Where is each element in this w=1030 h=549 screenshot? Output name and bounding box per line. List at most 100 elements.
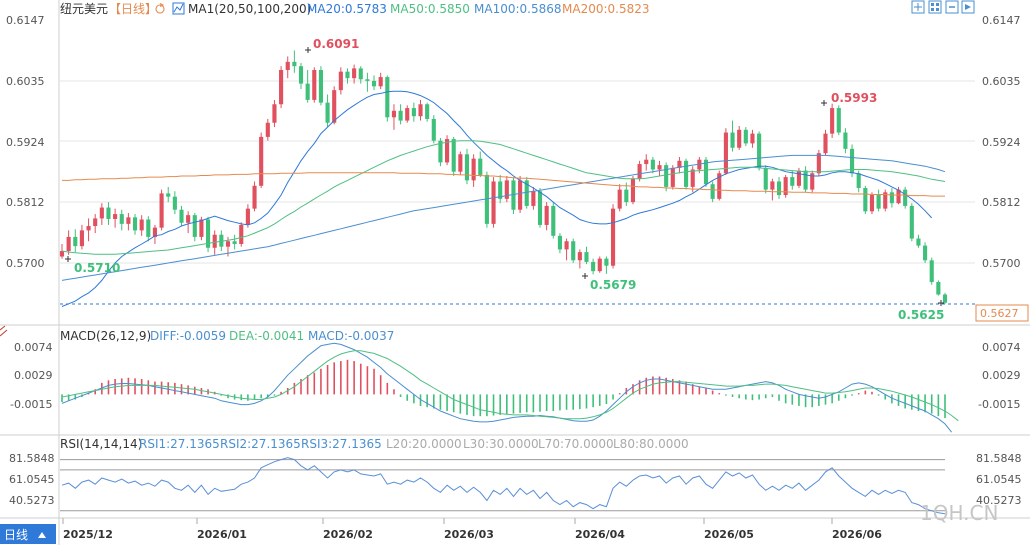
candlestick: [737, 126, 742, 150]
candlestick: [637, 160, 642, 182]
candle-body: [929, 260, 934, 283]
candle-body: [352, 68, 357, 79]
candle-body: [750, 133, 755, 144]
candle-body: [637, 164, 642, 179]
candlestick: [352, 64, 357, 84]
candlestick: [863, 185, 868, 215]
period-label[interactable]: 【日线】: [109, 2, 157, 16]
grid-icon[interactable]: [928, 0, 942, 14]
candle-body: [903, 189, 908, 206]
indicator-icon[interactable]: [172, 2, 185, 15]
ma50-value: MA50:0.5850: [390, 2, 470, 16]
candlestick: [292, 50, 297, 73]
candle-body: [59, 251, 65, 257]
candlestick: [909, 203, 914, 242]
macd-tick-right: 0.0074: [982, 341, 1021, 354]
candle-body: [796, 170, 801, 186]
x-tick-label: 2026/06: [832, 528, 882, 541]
rsi-title[interactable]: RSI(14,14,14): [60, 437, 142, 451]
candlestick: [232, 234, 237, 250]
candlestick: [411, 102, 416, 122]
period-selector[interactable]: [0, 524, 56, 544]
candle-body: [889, 192, 894, 204]
crosshair-icon[interactable]: [911, 0, 925, 14]
candlestick: [604, 256, 609, 274]
candlestick: [371, 75, 377, 91]
candlestick: [551, 202, 556, 239]
candle-body: [810, 173, 815, 190]
candlestick: [445, 135, 450, 166]
rsi1-line: [61, 457, 946, 515]
price-tick-left: 0.5700: [6, 257, 45, 270]
refresh-icon[interactable]: [155, 3, 165, 14]
candlestick: [139, 215, 144, 236]
candle-body: [604, 258, 609, 266]
candle-body: [869, 195, 875, 212]
candlestick: [458, 151, 463, 175]
panel-resize-icon[interactable]: [0, 325, 8, 337]
macd-tick-left: 0.0074: [14, 341, 53, 354]
low-marker: 0.5710: [65, 256, 120, 275]
candle-body: [298, 66, 304, 84]
low-marker: 0.5679: [582, 273, 636, 292]
candle-body: [624, 189, 629, 203]
candle-body: [232, 241, 237, 244]
candlestick: [126, 212, 131, 231]
rsi-tick-right: 40.5273: [976, 494, 1022, 507]
price-tick-left: 0.6035: [6, 75, 45, 88]
candle-body: [677, 160, 682, 168]
candlestick: [518, 176, 523, 213]
candle-body: [385, 77, 390, 118]
candlestick: [511, 177, 516, 215]
candle-body: [265, 122, 270, 137]
candlestick: [750, 129, 755, 148]
candlestick: [159, 189, 164, 231]
candle-body: [856, 173, 861, 188]
candle-body: [378, 77, 383, 87]
candlestick: [670, 165, 675, 190]
candlestick: [843, 128, 848, 154]
macd-tick-left: -0.0015: [10, 398, 52, 411]
candlestick: [365, 72, 370, 92]
candlestick: [923, 242, 928, 263]
candlestick: [398, 104, 403, 125]
candle-body: [537, 191, 543, 225]
candlestick: [345, 68, 350, 84]
candle-body: [936, 282, 941, 295]
candlestick: [385, 75, 390, 122]
macd-title[interactable]: MACD(26,12,9): [60, 329, 151, 343]
candle-body: [664, 165, 669, 187]
rsi-l70-value: L70:70.0000: [538, 437, 614, 451]
candle-body: [365, 79, 370, 81]
candle-body: [451, 139, 456, 172]
rsi-reference-lines: [60, 459, 945, 512]
candlestick: [166, 186, 171, 203]
chevron-up-icon[interactable]: [38, 532, 46, 538]
period-selector-label[interactable]: 日线: [4, 528, 28, 542]
candle-body: [524, 180, 529, 206]
candle-body: [843, 132, 848, 149]
candle-body: [830, 108, 835, 134]
ma100-value: MA100:0.5868: [474, 2, 562, 16]
candle-body: [405, 108, 410, 121]
candle-body: [431, 118, 436, 141]
candle-body: [86, 226, 91, 231]
next-icon[interactable]: [961, 0, 975, 14]
candle-body: [106, 207, 111, 219]
candlestick: [803, 166, 808, 193]
zoom-out-icon[interactable]: [945, 0, 959, 14]
candlestick: [916, 234, 921, 248]
candlestick: [810, 170, 815, 193]
candle-body: [312, 70, 317, 100]
candlestick: [790, 170, 795, 190]
candle-body: [338, 71, 343, 91]
candlestick: [617, 184, 622, 212]
candle-body: [398, 110, 403, 121]
x-tick-label: 2026/05: [704, 528, 754, 541]
ma-indicator-title[interactable]: MA1(20,50,100,200): [188, 2, 311, 16]
candlestick: [677, 156, 682, 174]
candlestick: [763, 165, 768, 194]
candle-body: [564, 241, 569, 250]
candlestick: [239, 222, 244, 247]
price-tick-left: 0.5812: [6, 196, 45, 209]
